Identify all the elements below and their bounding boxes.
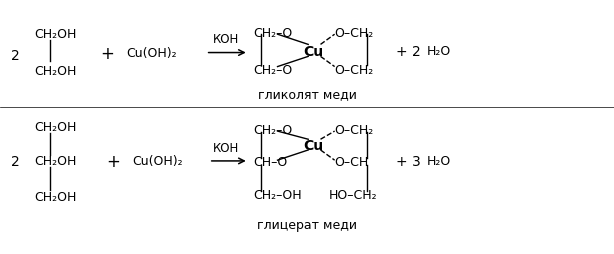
Text: CH₂OH: CH₂OH (34, 155, 76, 168)
Text: Cu(OH)₂: Cu(OH)₂ (126, 47, 176, 60)
Text: CH₂OH: CH₂OH (34, 28, 76, 41)
Text: +: + (107, 152, 120, 170)
Text: КОН: КОН (213, 141, 239, 154)
Text: O–CH: O–CH (335, 156, 369, 168)
Text: H₂O: H₂O (427, 45, 451, 58)
Text: гликолят меди: гликолят меди (257, 88, 357, 100)
Text: H₂O: H₂O (427, 155, 451, 168)
Text: 2: 2 (11, 154, 20, 168)
Text: + 3: + 3 (396, 154, 421, 168)
Text: CH₂OH: CH₂OH (34, 190, 76, 203)
Text: CH₂–O: CH₂–O (253, 27, 292, 39)
Text: + 2: + 2 (396, 44, 421, 58)
Text: +: + (101, 44, 114, 62)
Text: CH₂OH: CH₂OH (34, 121, 76, 133)
Text: HO–CH₂: HO–CH₂ (328, 189, 377, 201)
Text: CH₂–O: CH₂–O (253, 123, 292, 136)
Text: CH–O: CH–O (253, 156, 287, 168)
Text: Cu: Cu (303, 44, 323, 58)
Text: КОН: КОН (213, 33, 239, 46)
Text: 2: 2 (11, 49, 20, 63)
Text: O–CH₂: O–CH₂ (335, 64, 374, 76)
Text: CH₂–OH: CH₂–OH (253, 189, 301, 201)
Text: Cu(OH)₂: Cu(OH)₂ (132, 155, 182, 168)
Text: глицерат меди: глицерат меди (257, 218, 357, 231)
Text: CH₂–O: CH₂–O (253, 64, 292, 76)
Text: O–CH₂: O–CH₂ (335, 27, 374, 39)
Text: O–CH₂: O–CH₂ (335, 123, 374, 136)
Text: Cu: Cu (303, 138, 323, 152)
Text: CH₂OH: CH₂OH (34, 65, 76, 77)
